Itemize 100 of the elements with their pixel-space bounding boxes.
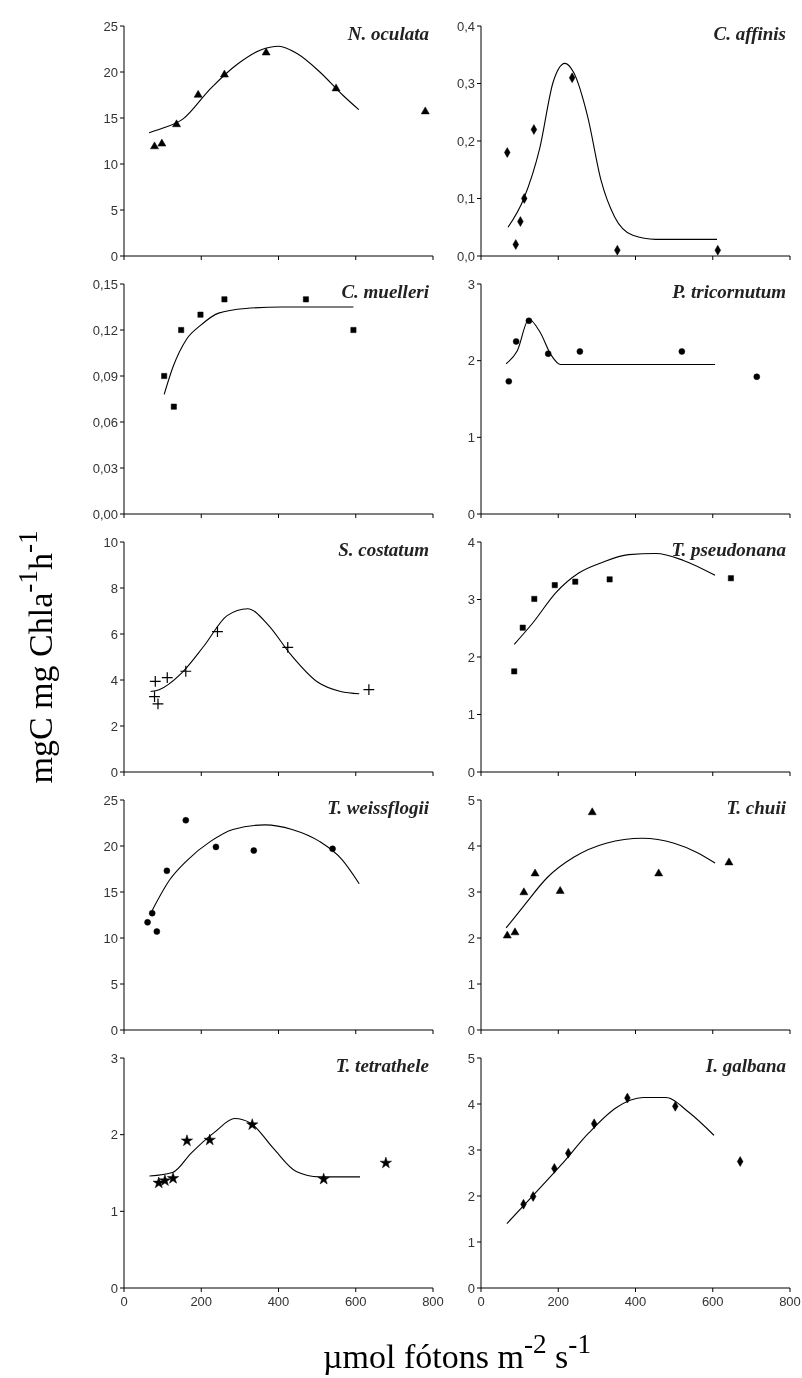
point <box>654 868 663 877</box>
chart-title: N. oculata <box>346 23 430 44</box>
y-tick-label: 0 <box>110 248 118 264</box>
point <box>511 668 518 675</box>
y-tick-label: 0 <box>110 1280 118 1296</box>
point <box>350 327 357 333</box>
point <box>551 582 558 589</box>
line-series <box>505 837 716 929</box>
point <box>502 930 512 939</box>
point <box>149 675 162 688</box>
x-tick-label: 800 <box>779 1294 801 1309</box>
x-tick-label: 400 <box>624 1294 647 1309</box>
chart-title: C. muelleri <box>341 281 430 302</box>
point <box>182 817 190 824</box>
point <box>220 69 229 78</box>
point <box>317 1172 330 1185</box>
y-tick-label: 10 <box>103 930 118 946</box>
y-tick-label: 10 <box>103 156 118 172</box>
point <box>144 919 151 926</box>
point <box>261 47 271 56</box>
y-tick-label: 3 <box>467 592 475 608</box>
point <box>724 857 734 866</box>
y-tick-label: 5 <box>467 792 475 808</box>
y-tick-label: 3 <box>467 884 475 900</box>
y-tick-label: 1 <box>467 429 475 445</box>
y-tick-label: 0,00 <box>92 506 118 522</box>
point <box>728 575 734 582</box>
chart-title: T. tetrathele <box>335 1055 430 1076</box>
y-tick-label: 3 <box>467 276 475 292</box>
y-tick-label: 3 <box>467 1142 475 1158</box>
line-series <box>507 62 718 240</box>
point <box>148 909 156 917</box>
point <box>197 311 204 318</box>
point <box>421 106 430 115</box>
point <box>303 296 309 303</box>
y-tick-label: 15 <box>103 110 118 126</box>
y-tick-label: 2 <box>467 1188 475 1204</box>
y-tick-label: 1 <box>110 1203 118 1219</box>
x-tick-label: 600 <box>701 1294 724 1309</box>
y-tick-label: 0,15 <box>92 276 118 292</box>
y-tick-label: 0,0 <box>456 248 475 264</box>
x-tick-label: 400 <box>267 1294 290 1309</box>
y-tick-label: 8 <box>110 580 118 596</box>
y-tick-label: 0,3 <box>456 76 475 92</box>
point <box>512 338 520 345</box>
x-tick-label: 600 <box>344 1294 367 1309</box>
y-tick-label: 0,03 <box>92 460 118 476</box>
y-tick-label: 2 <box>467 649 475 665</box>
y-tick-label: 0,09 <box>92 368 118 384</box>
point <box>159 1174 171 1186</box>
y-tick-label: 25 <box>103 18 118 34</box>
y-tick-label: 0,1 <box>456 191 475 207</box>
x-tick-label: 200 <box>190 1294 213 1309</box>
y-tick-label: 0,2 <box>456 133 475 149</box>
y-tick-label: 1 <box>467 976 475 992</box>
point <box>211 625 224 638</box>
y-tick-label: 2 <box>110 718 118 734</box>
point <box>329 845 336 852</box>
y-tick-label: 4 <box>467 838 475 854</box>
point <box>250 847 258 854</box>
y-tick-label: 25 <box>103 792 118 808</box>
y-tick-label: 6 <box>110 626 118 642</box>
point <box>510 927 520 936</box>
point <box>753 373 761 380</box>
chart-title: I. galbana <box>704 1055 787 1076</box>
x-tick-label: 800 <box>422 1294 444 1309</box>
point <box>150 141 159 150</box>
point <box>170 403 177 410</box>
line-series <box>163 306 354 395</box>
chart-title: T. weissflogii <box>327 797 430 818</box>
point <box>163 867 171 875</box>
point <box>587 807 597 815</box>
point <box>203 1133 216 1146</box>
point <box>555 886 565 894</box>
point <box>572 578 579 585</box>
y-tick-label: 20 <box>103 838 118 854</box>
point <box>172 119 181 128</box>
point <box>544 350 552 357</box>
point <box>606 576 613 583</box>
point <box>530 124 538 135</box>
x-tick-label: 200 <box>547 1294 570 1309</box>
point <box>678 348 686 355</box>
y-tick-label: 0 <box>467 764 475 780</box>
point <box>161 671 174 684</box>
point <box>212 843 220 851</box>
y-tick-label: 0,4 <box>456 18 475 34</box>
point <box>161 373 168 379</box>
y-tick-label: 5 <box>110 976 118 992</box>
y-tick-label: 0 <box>467 1022 475 1038</box>
point <box>148 690 161 703</box>
point <box>153 928 161 935</box>
point <box>331 83 341 92</box>
y-tick-label: 1 <box>467 1234 475 1250</box>
y-tick-label: 10 <box>103 534 118 550</box>
point <box>157 138 167 147</box>
y-tick-label: 4 <box>467 534 475 550</box>
point <box>379 1156 392 1169</box>
point <box>178 327 185 333</box>
point <box>193 90 203 98</box>
y-tick-label: 0,12 <box>92 322 118 338</box>
